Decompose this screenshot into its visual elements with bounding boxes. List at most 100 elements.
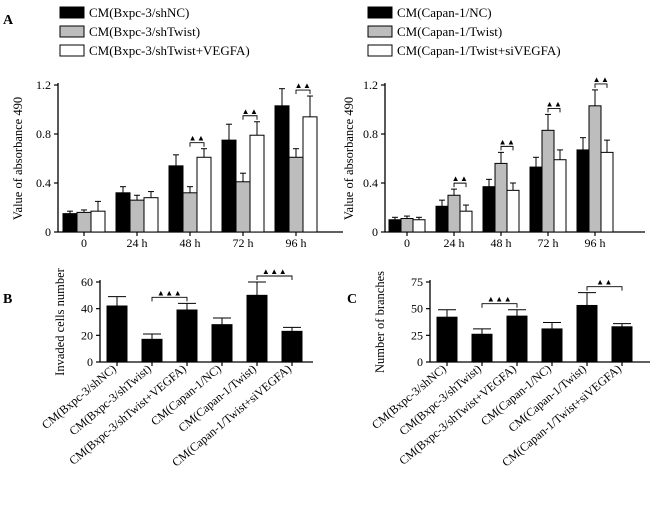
bar-1 xyxy=(141,338,163,363)
bar-0 xyxy=(106,305,128,363)
bar-gray-3 xyxy=(541,129,555,233)
bar-gray-0 xyxy=(400,218,414,233)
y-tick-label: 25 xyxy=(411,328,423,342)
chart-3-bars: CM(Bxpc-3/shNC)CM(Bxpc-3/shTwist)CM(Bxpc… xyxy=(369,278,633,469)
bar-gray-4 xyxy=(588,105,602,233)
chart-2-bars: CM(Bxpc-3/shNC)CM(Bxpc-3/shTwist)CM(Bxpc… xyxy=(39,267,303,469)
bar-white-0 xyxy=(412,219,426,233)
chart-1-axes: 0 0.4 0.8 1.2 Value of absorbance 490 xyxy=(342,78,645,239)
legend-label: CM(Capan-1/Twist+siVEGFA) xyxy=(397,43,561,58)
bar-black-0 xyxy=(62,213,78,233)
bar-black-2 xyxy=(482,186,496,233)
legend-label: CM(Capan-1/Twist) xyxy=(397,24,502,39)
significance-3-bracket xyxy=(594,83,608,88)
x-tick-label: 0 xyxy=(81,236,87,250)
bar-white-4 xyxy=(302,116,318,233)
significance-1-mark: ▲▲ xyxy=(242,107,259,116)
y-tick-label: 50 xyxy=(411,302,423,316)
y-tick-label: 75 xyxy=(411,275,423,289)
significance-1-mark: ▲▲ xyxy=(596,278,613,287)
legend-label: CM(Bxpc-3/shTwist) xyxy=(89,24,200,39)
x-tick-label: 72 h xyxy=(233,236,254,250)
bar-gray-1 xyxy=(447,194,461,233)
significance-0-mark: ▲▲ xyxy=(452,174,469,183)
legend-swatch-black xyxy=(367,6,393,19)
significance-1-bracket xyxy=(242,115,258,120)
legend-swatch-white xyxy=(59,44,85,57)
y-axis-title: Number of branches xyxy=(373,271,387,373)
chart-0-bars: 0 24 h 48 h 72 h 96 h ▲▲ ▲▲ ▲▲ xyxy=(62,81,318,250)
significance-1-bracket xyxy=(500,145,514,151)
bar-white-2 xyxy=(196,156,212,233)
legend-label: CM(Bxpc-3/shTwist+VEGFA) xyxy=(89,43,250,58)
panel-letter-C: C xyxy=(347,292,357,307)
x-tick-label: 48 h xyxy=(180,236,201,250)
y-tick-label: 1.2 xyxy=(36,78,51,92)
significance-2-mark: ▲▲ xyxy=(546,99,563,108)
bar-black-2 xyxy=(168,165,184,233)
bar-white-3 xyxy=(249,134,265,233)
x-tick-label: 24 h xyxy=(444,236,465,250)
bar-4 xyxy=(576,304,598,363)
significance-2-bracket xyxy=(547,107,561,113)
significance-0-bracket xyxy=(151,296,188,302)
bar-gray-1 xyxy=(129,199,145,233)
legend-label: CM(Capan-1/NC) xyxy=(397,5,492,20)
bar-black-4 xyxy=(576,149,590,233)
y-axis-title: Value of absorbance 490 xyxy=(342,97,356,220)
bar-black-1 xyxy=(435,205,449,233)
bar-gray-4 xyxy=(288,156,304,233)
x-tick-label: 48 h xyxy=(491,236,512,250)
significance-0-bracket xyxy=(481,303,518,308)
legend-swatch-white xyxy=(367,44,393,57)
chart-2-axes: B 0 20 40 60 Invaded cells number xyxy=(3,267,313,376)
y-axis-title: Invaded cells number xyxy=(53,267,67,375)
bar-5 xyxy=(281,330,303,363)
x-tick-label: 96 h xyxy=(286,236,307,250)
significance-1-bracket xyxy=(586,286,623,291)
significance-0-bracket xyxy=(453,182,467,188)
bar-gray-2 xyxy=(494,162,508,233)
significance-0-mark: ▲▲▲ xyxy=(157,288,182,297)
panel-letter-B: B xyxy=(3,292,12,307)
legend-label: CM(Bxpc-3/shNC) xyxy=(89,5,189,20)
y-tick-label: 0 xyxy=(417,355,423,369)
bar-gray-0 xyxy=(76,211,92,233)
bar-black-4 xyxy=(274,105,290,233)
bar-4 xyxy=(246,294,268,363)
y-tick-label: 0 xyxy=(45,225,51,239)
bar-5 xyxy=(611,326,633,363)
y-tick-label: 40 xyxy=(81,302,93,316)
bar-white-2 xyxy=(506,189,520,233)
legend-swatch-gray xyxy=(59,25,85,38)
bar-2 xyxy=(176,309,198,363)
y-tick-label: 0.8 xyxy=(36,127,51,141)
bar-gray-2 xyxy=(182,192,198,233)
bar-black-1 xyxy=(115,192,131,233)
y-tick-label: 0 xyxy=(372,225,378,239)
y-axis-title: Value of absorbance 490 xyxy=(11,97,25,220)
bar-1 xyxy=(471,333,493,363)
y-tick-label: 60 xyxy=(81,275,93,289)
bar-0 xyxy=(436,316,458,363)
legend-swatch-black xyxy=(59,6,85,19)
y-tick-label: 0.4 xyxy=(36,176,51,190)
y-tick-label: 1.2 xyxy=(363,78,378,92)
significance-2-mark: ▲▲ xyxy=(295,81,312,90)
y-tick-label: 0.4 xyxy=(363,176,378,190)
significance-0-bracket xyxy=(189,142,205,147)
bar-3 xyxy=(211,324,233,363)
x-tick-label: 24 h xyxy=(127,236,148,250)
significance-1-bracket xyxy=(256,275,293,280)
y-tick-label: 0.8 xyxy=(363,127,378,141)
significance-2-bracket xyxy=(295,89,311,95)
y-tick-label: 20 xyxy=(81,328,93,342)
legend-1: CM(Capan-1/NC) CM(Capan-1/Twist) CM(Capan-… xyxy=(367,5,561,58)
significance-1-mark: ▲▲ xyxy=(499,137,516,146)
bar-white-4 xyxy=(600,151,614,233)
panel-letter-A: A xyxy=(3,13,14,28)
bar-white-1 xyxy=(143,197,159,233)
significance-0-mark: ▲▲ xyxy=(189,134,206,143)
significance-1-mark: ▲▲▲ xyxy=(262,267,287,276)
